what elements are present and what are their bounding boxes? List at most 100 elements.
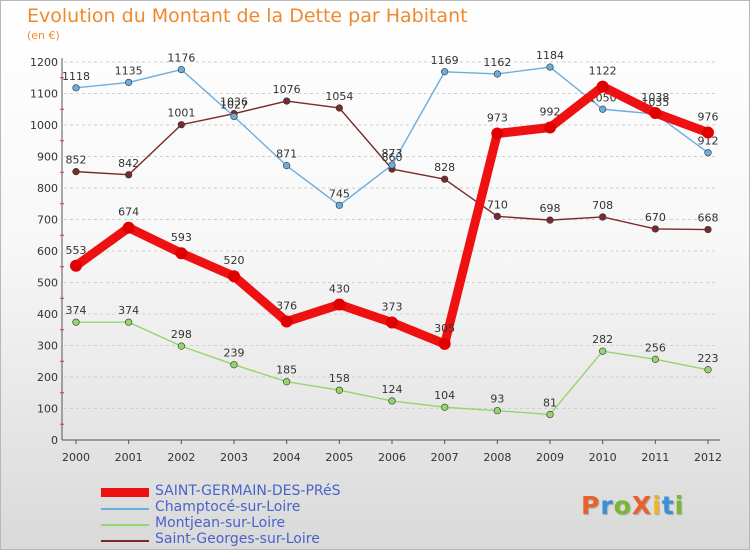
- data-point-saint-germain-des-pres: [175, 247, 188, 260]
- data-point-champtoce-sur-loire: [335, 201, 343, 209]
- data-point-saint-germain-des-pres: [333, 298, 346, 311]
- x-tick-label: 2009: [536, 451, 564, 464]
- data-point-montjean-sur-loire: [335, 386, 343, 394]
- x-tick-label: 2012: [694, 451, 722, 464]
- data-point-champtoce-sur-loire: [125, 78, 133, 87]
- data-label-saint-germain-des-pres: 373: [382, 301, 403, 314]
- data-label-saint-germain-des-pres: 1038: [641, 91, 669, 104]
- x-tick-label: 2008: [483, 451, 511, 464]
- data-label-saint-germain-des-pres: 1122: [589, 65, 617, 78]
- data-label-saint-georges-sur-loire: 670: [645, 211, 666, 224]
- y-tick-label: 1200: [30, 56, 58, 69]
- data-label-champtoce-sur-loire: 871: [276, 148, 297, 161]
- data-point-saint-georges-sur-loire: [441, 175, 449, 183]
- data-point-montjean-sur-loire: [72, 318, 80, 326]
- data-point-saint-germain-des-pres: [386, 316, 398, 329]
- x-tick-label: 2000: [62, 451, 90, 464]
- data-point-saint-georges-sur-loire: [704, 225, 712, 234]
- data-label-montjean-sur-loire: 104: [434, 389, 455, 402]
- data-point-montjean-sur-loire: [493, 407, 501, 415]
- data-label-saint-germain-des-pres: 553: [66, 244, 87, 257]
- y-tick-label: 900: [37, 151, 58, 164]
- logo-letter: i: [652, 491, 662, 520]
- y-tick-label: 1000: [30, 119, 58, 132]
- data-point-champtoce-sur-loire: [441, 68, 449, 76]
- data-point-champtoce-sur-loire: [546, 63, 554, 71]
- y-tick-label: 600: [37, 245, 58, 258]
- x-tick-label: 2002: [167, 451, 195, 464]
- data-label-champtoce-sur-loire: 1162: [483, 56, 511, 69]
- data-label-montjean-sur-loire: 374: [118, 304, 139, 317]
- data-point-champtoce-sur-loire: [599, 105, 607, 113]
- data-point-saint-germain-des-pres: [544, 121, 556, 134]
- logo-letter: r: [600, 491, 614, 520]
- legend-swatch-champtoce: [101, 508, 149, 510]
- data-label-montjean-sur-loire: 256: [645, 341, 666, 354]
- data-point-saint-germain-des-pres: [491, 127, 504, 140]
- legend-swatch-saint-germain: [101, 488, 149, 497]
- data-label-saint-germain-des-pres: 520: [224, 254, 245, 267]
- x-tick-label: 2011: [641, 451, 669, 464]
- data-label-saint-georges-sur-loire: 1054: [325, 90, 353, 103]
- data-point-saint-germain-des-pres: [280, 315, 293, 328]
- data-point-saint-georges-sur-loire: [335, 104, 343, 112]
- y-tick-label: 100: [37, 403, 58, 416]
- data-label-saint-georges-sur-loire: 1001: [167, 107, 195, 120]
- data-point-saint-georges-sur-loire: [72, 168, 80, 176]
- logo-letter: o: [613, 491, 632, 520]
- data-label-saint-georges-sur-loire: 698: [540, 202, 561, 215]
- y-tick-label: 800: [37, 182, 58, 195]
- data-label-champtoce-sur-loire: 912: [698, 135, 719, 148]
- data-label-champtoce-sur-loire: 1184: [536, 49, 564, 62]
- data-point-montjean-sur-loire: [546, 410, 554, 419]
- data-point-champtoce-sur-loire: [388, 161, 396, 169]
- data-label-champtoce-sur-loire: 1027: [220, 98, 248, 111]
- data-point-champtoce-sur-loire: [704, 149, 712, 157]
- data-point-saint-georges-sur-loire: [651, 225, 659, 233]
- logo-letter: P: [581, 491, 601, 520]
- chart-unit-label: (en €): [27, 29, 60, 42]
- data-label-montjean-sur-loire: 158: [329, 372, 350, 385]
- data-label-saint-germain-des-pres: 593: [171, 231, 192, 244]
- x-tick-label: 2001: [115, 451, 143, 464]
- data-point-saint-georges-sur-loire: [125, 171, 133, 179]
- data-label-champtoce-sur-loire: 1135: [115, 64, 143, 77]
- x-tick-label: 2005: [325, 451, 353, 464]
- proxiti-logo: ProXiti: [581, 491, 684, 520]
- data-point-montjean-sur-loire: [651, 355, 659, 363]
- data-label-montjean-sur-loire: 185: [276, 364, 297, 377]
- data-label-champtoce-sur-loire: 873: [382, 147, 403, 160]
- data-point-saint-georges-sur-loire: [599, 213, 607, 221]
- data-point-saint-germain-des-pres: [228, 270, 240, 283]
- data-label-saint-georges-sur-loire: 710: [487, 198, 508, 211]
- logo-letter: i: [674, 491, 685, 520]
- data-point-champtoce-sur-loire: [230, 112, 238, 121]
- y-tick-label: 400: [37, 308, 58, 321]
- data-label-saint-georges-sur-loire: 708: [592, 199, 613, 212]
- data-label-champtoce-sur-loire: 1176: [167, 52, 195, 65]
- data-label-montjean-sur-loire: 374: [66, 304, 87, 317]
- data-label-saint-germain-des-pres: 430: [329, 283, 350, 296]
- data-point-saint-georges-sur-loire: [493, 212, 501, 220]
- data-label-saint-germain-des-pres: 674: [118, 206, 139, 219]
- y-tick-label: 700: [37, 214, 58, 227]
- data-point-champtoce-sur-loire: [177, 65, 185, 74]
- data-label-saint-georges-sur-loire: 842: [118, 157, 139, 170]
- data-point-saint-germain-des-pres: [70, 259, 82, 272]
- data-point-montjean-sur-loire: [441, 403, 449, 411]
- data-label-champtoce-sur-loire: 1118: [62, 70, 90, 83]
- x-tick-label: 2007: [431, 451, 459, 464]
- x-tick-label: 2006: [378, 451, 406, 464]
- data-point-saint-germain-des-pres: [122, 221, 135, 234]
- data-label-saint-georges-sur-loire: 852: [66, 154, 87, 167]
- x-tick-label: 2010: [589, 451, 617, 464]
- data-point-champtoce-sur-loire: [493, 70, 501, 78]
- data-label-montjean-sur-loire: 223: [698, 352, 719, 365]
- legend-label-saint-germain: SAINT-GERMAIN-DES-PRéS: [155, 483, 341, 499]
- data-point-montjean-sur-loire: [177, 342, 185, 350]
- data-label-saint-germain-des-pres: 305: [434, 322, 455, 335]
- data-point-champtoce-sur-loire: [72, 84, 80, 92]
- data-point-saint-germain-des-pres: [596, 80, 609, 93]
- data-label-champtoce-sur-loire: 1169: [431, 54, 459, 67]
